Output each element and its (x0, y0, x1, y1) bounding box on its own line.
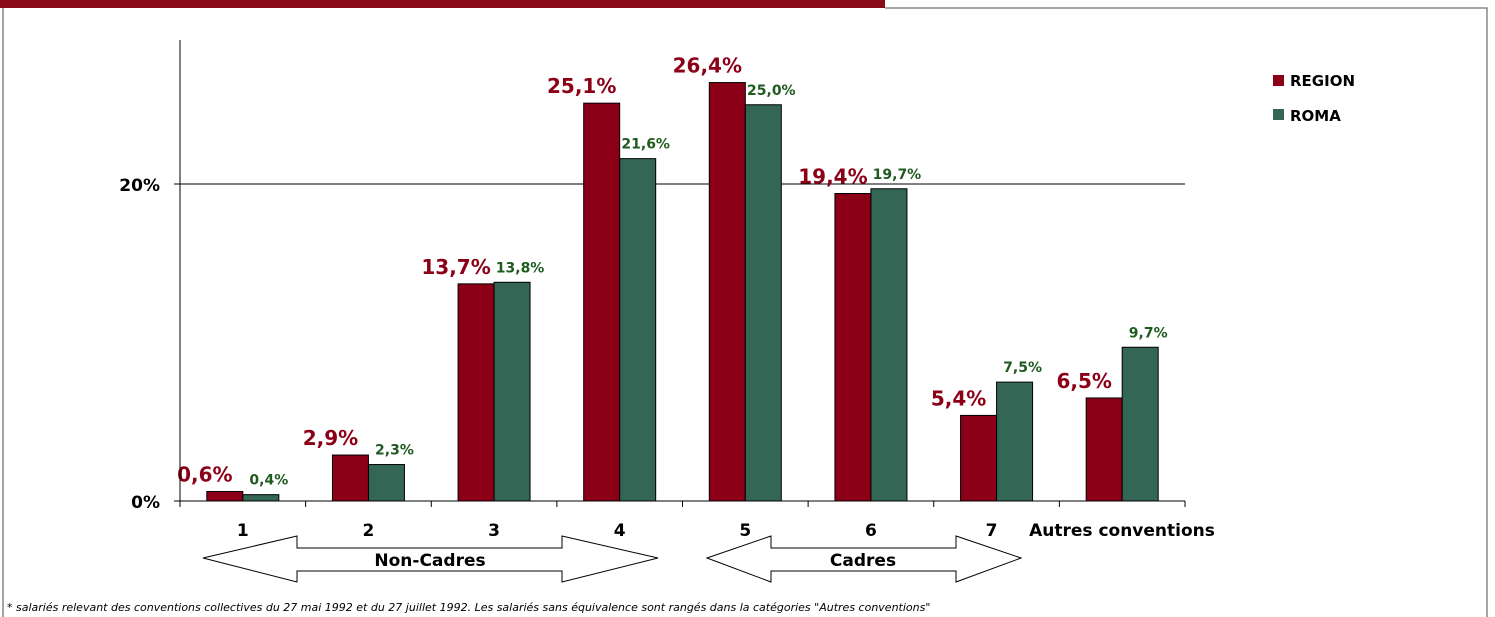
bar-roma (744, 104, 782, 502)
cadres-label: Cadres (830, 551, 896, 571)
bar-roma (870, 188, 908, 502)
non-cadres-arrow-shape (202, 535, 659, 583)
header-bar (0, 0, 885, 8)
legend: REGION ROMA (1273, 72, 1355, 125)
data-label-region: 6,5% (1056, 369, 1111, 393)
bar-roma (493, 281, 531, 502)
chart-border (885, 7, 1488, 617)
bars (206, 82, 1159, 502)
legend-label-region: REGION (1290, 72, 1355, 90)
x-category-label: 3 (488, 521, 500, 541)
x-category-label: 1 (237, 521, 249, 541)
y-tick-label: 20% (119, 176, 160, 196)
data-label-region: 13,7% (421, 255, 490, 279)
non-cadres-arrow: Non-Cadres (202, 535, 659, 583)
bar-roma (1121, 346, 1159, 502)
bar-roma (242, 494, 280, 502)
x-category-labels: 1 2 3 4 5 6 7 Autres conventions (237, 521, 1215, 541)
y-tick-label: 0% (131, 493, 160, 513)
x-category-label: 7 (986, 521, 998, 541)
data-label-roma: 21,6% (621, 137, 670, 153)
bar-roma (996, 381, 1034, 502)
axes (174, 40, 1186, 507)
data-label-roma: 25,0% (747, 83, 796, 99)
bar-region (708, 82, 746, 502)
x-category-label: 4 (614, 521, 626, 541)
legend-swatch-region (1273, 75, 1284, 86)
y-tick-labels: 0% 20% (119, 176, 160, 513)
cadres-arrow-shape (705, 535, 1023, 583)
bar-roma (367, 464, 405, 502)
bar-labels: 0,6% 2,9% 13,7% 25,1% 26,4% 19,4% 5,4% 6,5% 0,4%… (177, 54, 1168, 489)
footnote: * salariés relevant des conventions coll… (7, 601, 930, 614)
data-label-region: 5,4% (931, 386, 986, 410)
data-label-roma: 0,4% (249, 473, 288, 489)
bar-region (583, 102, 621, 502)
data-label-roma: 7,5% (1003, 360, 1042, 376)
x-category-label: 6 (865, 521, 877, 541)
bar-region (331, 454, 369, 502)
data-label-region: 2,9% (303, 426, 358, 450)
bar-region (1085, 397, 1123, 502)
data-label-region: 26,4% (673, 54, 742, 78)
bar-roma (619, 158, 657, 502)
bar-region (206, 490, 244, 502)
data-label-roma: 13,8% (496, 260, 545, 276)
non-cadres-label: Non-Cadres (374, 551, 485, 571)
data-label-region: 25,1% (547, 74, 616, 98)
x-category-label: 5 (739, 521, 751, 541)
data-label-roma: 2,3% (375, 443, 414, 459)
data-label-region: 19,4% (798, 165, 867, 189)
bar-region (960, 414, 998, 502)
cadres-arrow: Cadres (705, 535, 1023, 583)
legend-swatch-roma (1273, 109, 1284, 120)
bar-region (834, 193, 872, 502)
bar-region (457, 283, 495, 502)
data-label-roma: 19,7% (873, 167, 922, 183)
data-label-region: 0,6% (177, 462, 232, 486)
data-label-roma: 9,7% (1129, 325, 1168, 341)
legend-label-roma: ROMA (1290, 107, 1341, 125)
x-category-label: Autres conventions (1029, 521, 1215, 541)
x-category-label: 2 (363, 521, 375, 541)
